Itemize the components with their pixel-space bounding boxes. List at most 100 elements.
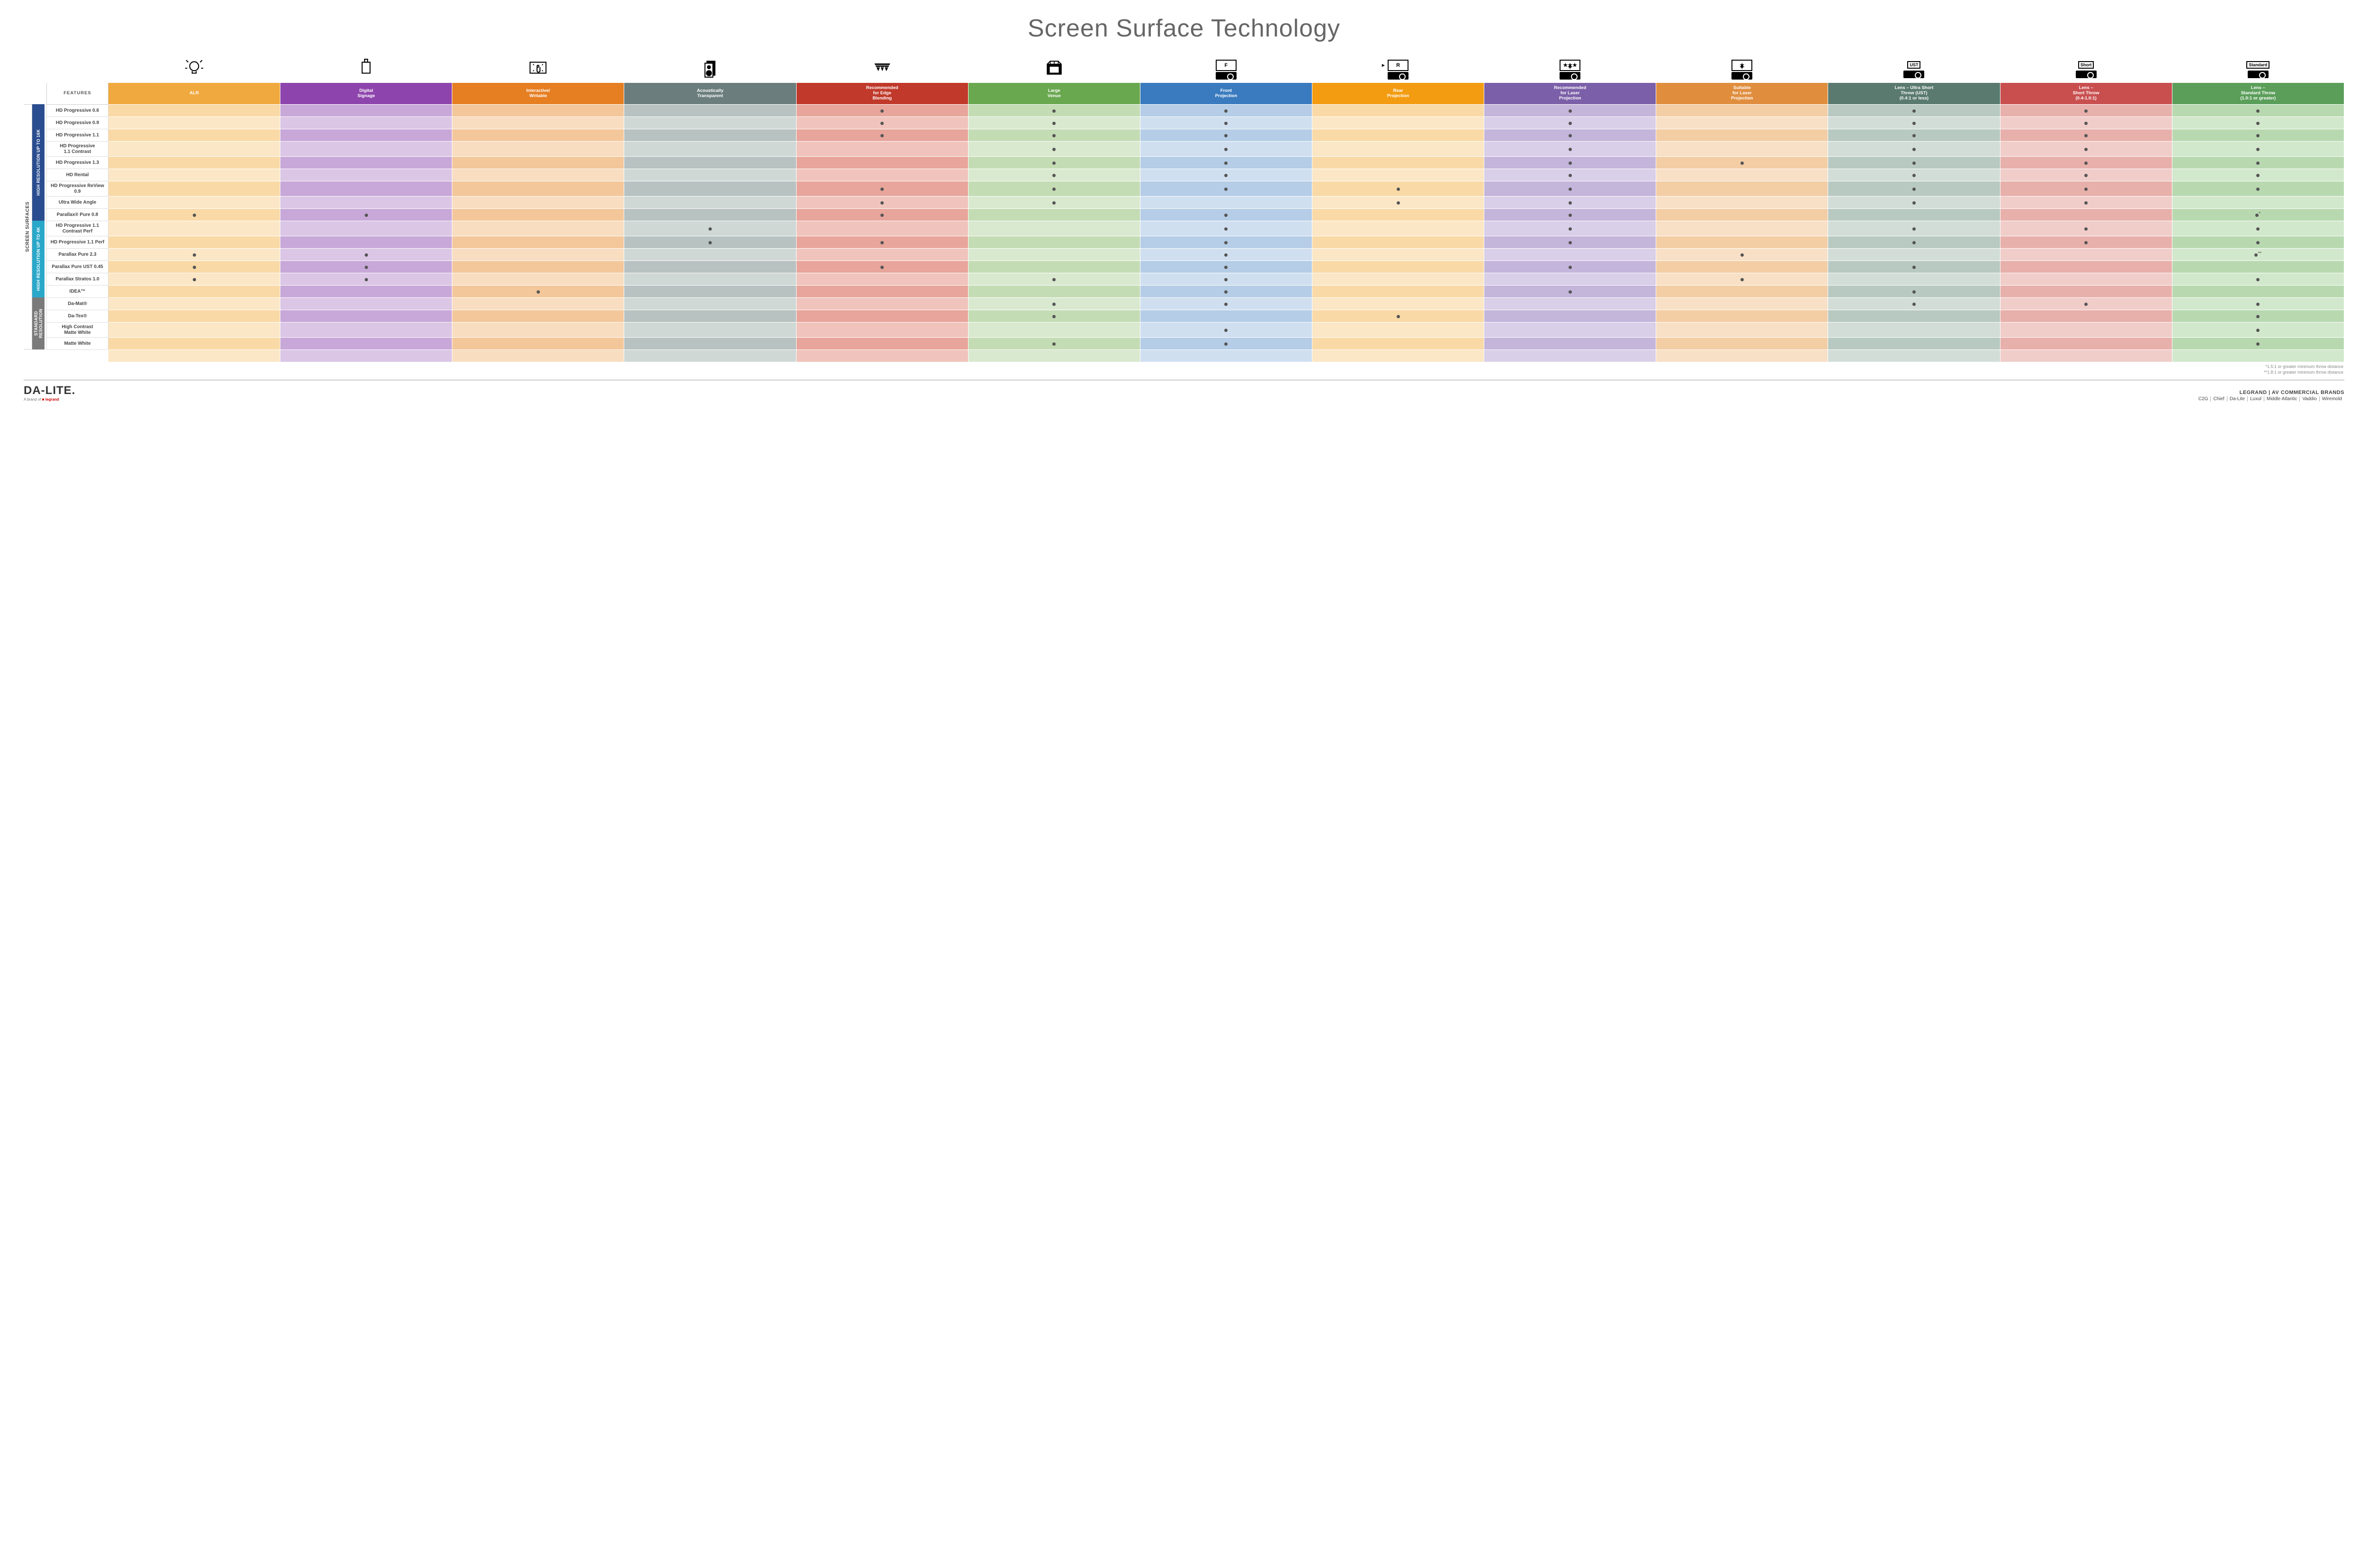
table-row: Parallax® Pure 0.8* [47, 209, 2344, 221]
cell-ust [1828, 142, 2000, 157]
cell-rear [1312, 323, 1484, 338]
cell-reclaser [1484, 236, 1656, 249]
column-header-acoustic: AcousticallyTransparent [624, 83, 796, 105]
cell-ust [1828, 129, 2000, 142]
cell-std [2172, 298, 2344, 310]
footnotes: *1.5:1 or greater minimum throw distance… [46, 362, 2344, 375]
table-row: Parallax Pure 2.3** [47, 249, 2344, 261]
category-label: HIGH RESOLUTION UP TO 16K [32, 104, 45, 221]
cell-acoustic [624, 286, 796, 298]
cell-short [2000, 273, 2172, 286]
cell-suitlaser [1656, 298, 1828, 310]
cell-interactive [452, 310, 624, 323]
cell-rear [1312, 197, 1484, 209]
cell-reclaser [1484, 181, 1656, 197]
cell-ust [1828, 117, 2000, 129]
column-icon-ust: UST [1828, 56, 2000, 83]
row-label: Matte White [47, 338, 108, 350]
row-label: IDEA™ [47, 286, 108, 298]
cell-alr [108, 249, 280, 261]
cell-alr [108, 236, 280, 249]
cell-alr [108, 197, 280, 209]
cell-signage [280, 105, 452, 117]
table-row: HD Progressive 1.1Contrast Perf [47, 221, 2344, 236]
cell-venue [968, 261, 1140, 273]
cell-reclaser [1484, 209, 1656, 221]
cell-alr [108, 209, 280, 221]
cell-reclaser [1484, 117, 1656, 129]
brand-item: Da-Lite [2227, 396, 2248, 402]
cell-acoustic [624, 298, 796, 310]
cell-reclaser [1484, 323, 1656, 338]
cell-interactive [452, 181, 624, 197]
cell-front [1140, 273, 1312, 286]
table-row: High ContrastMatte White [47, 323, 2344, 338]
cell-ust [1828, 338, 2000, 350]
cell-signage [280, 117, 452, 129]
cell-alr [108, 129, 280, 142]
column-header-edge: Recommendedfor EdgeBlending [796, 83, 968, 105]
cell-edge [796, 129, 968, 142]
cell-front [1140, 181, 1312, 197]
row-label: HD Progressive 1.1Contrast Perf [47, 221, 108, 236]
table-row: HD Progressive 1.3 [47, 157, 2344, 169]
column-header-std: Lens –Standard Throw(1.0:1 or greater) [2172, 83, 2344, 105]
cell-edge [796, 221, 968, 236]
cell-alr [108, 221, 280, 236]
cell-acoustic [624, 129, 796, 142]
cell-std: ** [2172, 249, 2344, 261]
cell-front [1140, 197, 1312, 209]
cell-std [2172, 117, 2344, 129]
cell-front [1140, 323, 1312, 338]
cell-short [2000, 286, 2172, 298]
cell-reclaser [1484, 142, 1656, 157]
cell-edge [796, 157, 968, 169]
cell-signage [280, 338, 452, 350]
cell-ust [1828, 236, 2000, 249]
cell-venue [968, 236, 1140, 249]
cell-std: * [2172, 209, 2344, 221]
brand-item: Wiremold [2320, 396, 2344, 402]
cell-reclaser [1484, 221, 1656, 236]
cell-alr [108, 117, 280, 129]
cell-suitlaser [1656, 142, 1828, 157]
cell-front [1140, 221, 1312, 236]
column-header-ust: Lens – Ultra ShortThrow (UST)(0.4:1 or l… [1828, 83, 2000, 105]
cell-venue [968, 117, 1140, 129]
cell-reclaser [1484, 273, 1656, 286]
cell-interactive [452, 157, 624, 169]
row-label: Parallax Stratos 1.0 [47, 273, 108, 286]
cell-rear [1312, 298, 1484, 310]
cell-venue [968, 221, 1140, 236]
cell-edge [796, 286, 968, 298]
cell-rear [1312, 221, 1484, 236]
table-row: Parallax Stratos 1.0 [47, 273, 2344, 286]
column-header-short: Lens –Short Throw(0.4-1.0:1) [2000, 83, 2172, 105]
cell-signage [280, 221, 452, 236]
row-label: Parallax Pure UST 0.45 [47, 261, 108, 273]
cell-acoustic [624, 273, 796, 286]
cell-short [2000, 169, 2172, 181]
column-icon-std: Standard [2172, 56, 2344, 83]
cell-edge [796, 236, 968, 249]
cell-suitlaser [1656, 181, 1828, 197]
cell-reclaser [1484, 310, 1656, 323]
cell-std [2172, 261, 2344, 273]
cell-venue [968, 129, 1140, 142]
cell-acoustic [624, 105, 796, 117]
cell-edge [796, 117, 968, 129]
cell-signage [280, 298, 452, 310]
cell-ust [1828, 310, 2000, 323]
cell-reclaser [1484, 261, 1656, 273]
cell-std [2172, 129, 2344, 142]
cell-short [2000, 157, 2172, 169]
cell-ust [1828, 286, 2000, 298]
cell-edge [796, 249, 968, 261]
cell-signage [280, 157, 452, 169]
cell-suitlaser [1656, 236, 1828, 249]
cell-venue [968, 298, 1140, 310]
cell-suitlaser [1656, 197, 1828, 209]
table-row: HD Progressive 0.9 [47, 117, 2344, 129]
cell-interactive [452, 286, 624, 298]
column-header-signage: DigitalSignage [280, 83, 452, 105]
